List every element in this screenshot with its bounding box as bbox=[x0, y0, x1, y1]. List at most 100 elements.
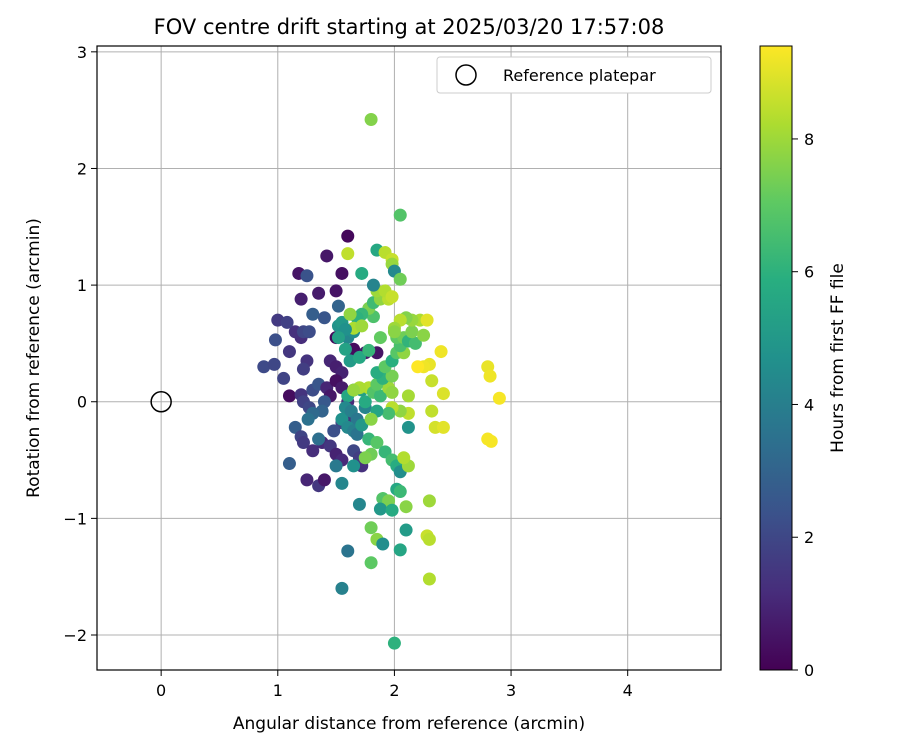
data-point bbox=[282, 457, 296, 471]
data-point bbox=[327, 424, 341, 438]
data-point bbox=[425, 404, 439, 418]
legend-box bbox=[436, 56, 712, 94]
data-point bbox=[296, 362, 310, 376]
data-point bbox=[341, 544, 355, 558]
data-point bbox=[422, 532, 436, 546]
x-axis-ticks: 0 1 2 3 4 bbox=[156, 670, 633, 700]
data-point bbox=[417, 328, 431, 342]
data-point bbox=[387, 636, 401, 650]
data-point bbox=[399, 500, 413, 514]
x-tick-label: 3 bbox=[506, 681, 516, 700]
data-point bbox=[329, 284, 343, 298]
data-point bbox=[347, 459, 361, 473]
data-point bbox=[401, 389, 415, 403]
data-point bbox=[306, 444, 320, 458]
data-point bbox=[277, 371, 291, 385]
y-tick-label: 2 bbox=[77, 159, 87, 178]
data-point bbox=[338, 342, 352, 356]
y-tick-label: −1 bbox=[63, 509, 87, 528]
data-point bbox=[267, 357, 281, 371]
y-tick-label: 0 bbox=[77, 393, 87, 412]
chart-title: FOV centre drift starting at 2025/03/20 … bbox=[154, 15, 665, 39]
y-axis-ticks: −2 −1 0 1 2 3 bbox=[63, 43, 97, 645]
data-point bbox=[373, 331, 387, 345]
data-point bbox=[393, 208, 407, 222]
y-tick-label: −2 bbox=[63, 626, 87, 645]
data-point bbox=[335, 266, 349, 280]
data-point bbox=[385, 503, 399, 517]
data-point bbox=[282, 345, 296, 359]
data-points bbox=[257, 112, 506, 650]
data-point bbox=[355, 319, 369, 333]
data-point bbox=[352, 350, 366, 364]
x-axis-label: Angular distance from reference (arcmin) bbox=[233, 714, 585, 734]
data-point bbox=[302, 325, 316, 339]
y-axis-label: Rotation from reference (arcmin) bbox=[24, 218, 44, 498]
data-point bbox=[341, 229, 355, 243]
colorbar-tick-label: 6 bbox=[804, 263, 814, 282]
data-point bbox=[385, 369, 399, 383]
data-point bbox=[268, 333, 282, 347]
data-point bbox=[335, 476, 349, 490]
data-point bbox=[352, 497, 366, 511]
data-point bbox=[364, 556, 378, 570]
data-point bbox=[385, 290, 399, 304]
data-point bbox=[358, 451, 372, 465]
x-tick-label: 1 bbox=[273, 681, 283, 700]
data-point bbox=[422, 494, 436, 508]
data-point bbox=[405, 325, 419, 339]
grid-lines bbox=[97, 46, 721, 670]
colorbar-tick-label: 8 bbox=[804, 130, 814, 149]
data-point bbox=[401, 420, 415, 434]
data-point bbox=[364, 521, 378, 535]
data-point bbox=[280, 315, 294, 329]
data-point bbox=[434, 345, 448, 359]
data-point bbox=[436, 420, 450, 434]
data-point bbox=[387, 325, 401, 339]
data-point bbox=[408, 336, 422, 350]
data-point bbox=[397, 451, 411, 465]
colorbar-label: Hours from first FF file bbox=[828, 263, 848, 453]
data-point bbox=[420, 313, 434, 327]
data-point bbox=[484, 434, 498, 448]
data-point bbox=[317, 473, 331, 487]
data-point bbox=[331, 331, 345, 345]
data-point bbox=[300, 269, 314, 283]
data-point bbox=[312, 286, 326, 300]
data-point bbox=[331, 299, 345, 313]
colorbar-gradient bbox=[759, 45, 793, 671]
data-point bbox=[358, 395, 372, 409]
data-point bbox=[373, 502, 387, 516]
data-point bbox=[257, 360, 271, 374]
data-point bbox=[306, 307, 320, 321]
legend-marker-icon bbox=[455, 64, 477, 86]
y-tick-label: 3 bbox=[77, 43, 87, 62]
data-point bbox=[373, 389, 387, 403]
reference-marker bbox=[150, 390, 172, 413]
data-point bbox=[382, 406, 396, 420]
data-point bbox=[364, 412, 378, 426]
data-point bbox=[483, 369, 497, 383]
x-tick-label: 0 bbox=[156, 681, 166, 700]
data-point bbox=[301, 412, 315, 426]
data-point bbox=[355, 266, 369, 280]
data-point bbox=[343, 307, 357, 321]
x-tick-label: 4 bbox=[623, 681, 633, 700]
data-point bbox=[366, 278, 380, 292]
data-point bbox=[385, 385, 399, 399]
legend-label: Reference platepar bbox=[503, 66, 656, 85]
data-point bbox=[422, 572, 436, 586]
data-point bbox=[393, 543, 407, 557]
data-point bbox=[355, 418, 369, 432]
colorbar-ticks: 0 2 4 6 8 bbox=[792, 130, 814, 680]
data-point bbox=[393, 272, 407, 286]
data-point bbox=[312, 432, 326, 446]
legend: Reference platepar bbox=[436, 56, 712, 94]
colorbar-tick-label: 2 bbox=[804, 528, 814, 547]
colorbar-tick-label: 4 bbox=[804, 395, 814, 414]
reference-platepar-marker bbox=[150, 390, 172, 413]
data-point bbox=[335, 581, 349, 595]
data-point bbox=[362, 343, 376, 357]
data-point bbox=[282, 389, 296, 403]
